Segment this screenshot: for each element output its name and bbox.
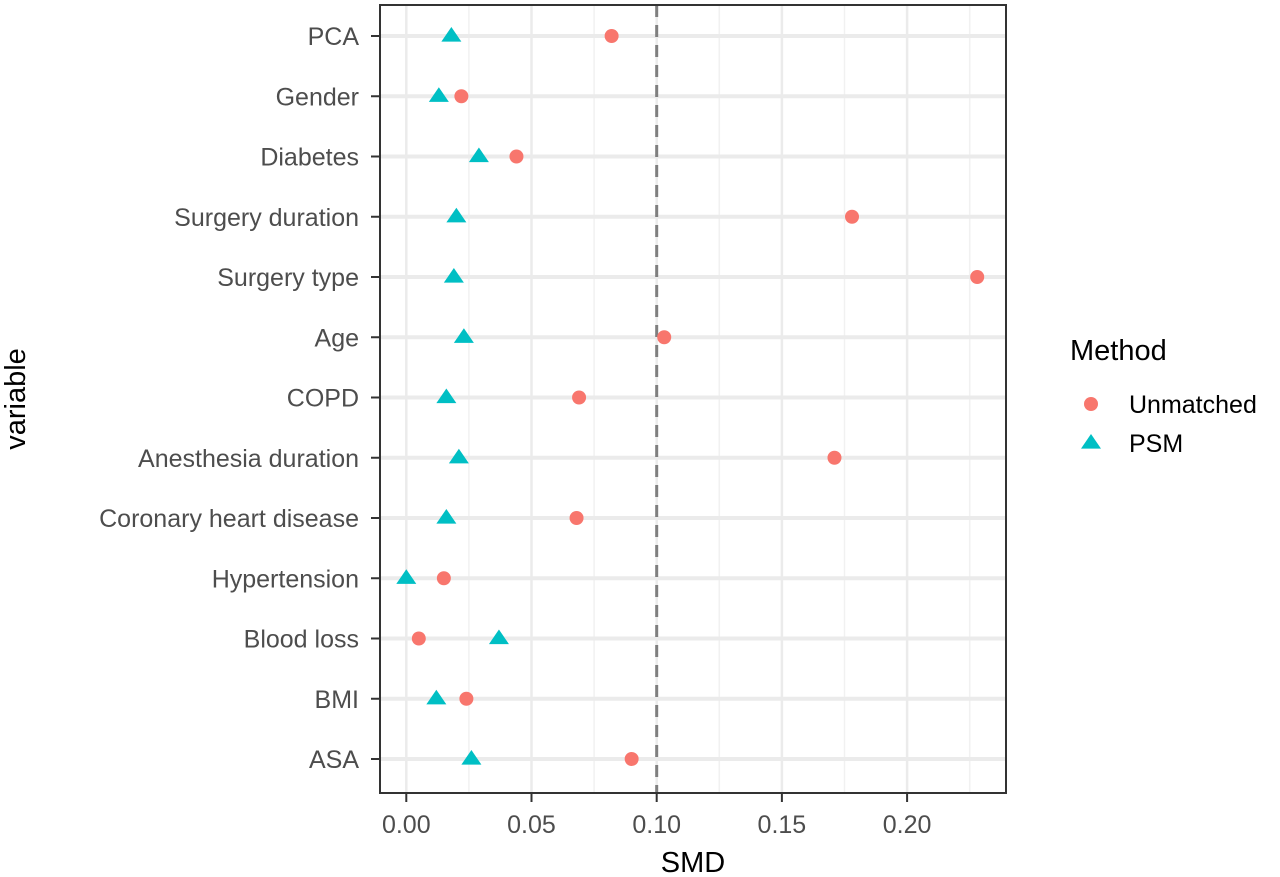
legend-items: Unmatched PSM <box>1081 391 1257 458</box>
point-unmatched <box>624 752 639 766</box>
point-unmatched <box>572 390 587 405</box>
y-tick-label: Age <box>315 324 359 352</box>
x-tick-label: 0.00 <box>382 811 431 839</box>
x-tick-label: 0.05 <box>507 811 556 839</box>
y-tick-label: PCA <box>308 23 360 51</box>
point-psm <box>396 569 417 584</box>
plot-border <box>379 4 1007 794</box>
point-unmatched <box>827 450 842 465</box>
y-tick-label: COPD <box>287 385 359 413</box>
legend-key-unmatched <box>1084 397 1098 411</box>
point-psm <box>436 509 457 524</box>
point-psm <box>441 27 462 42</box>
point-unmatched <box>569 511 584 525</box>
point-psm <box>453 328 474 343</box>
x-axis: 0.00 0.05 0.10 0.15 0.20 <box>382 793 931 839</box>
y-tick-label: Hypertension <box>212 565 359 593</box>
legend-label-unmatched: Unmatched <box>1129 391 1257 419</box>
x-tick-label: 0.15 <box>758 811 807 839</box>
legend-title: Method <box>1070 335 1167 367</box>
point-unmatched <box>454 89 469 104</box>
y-tick-label: Anesthesia duration <box>138 445 359 473</box>
legend: Method Unmatched PSM <box>1070 335 1257 458</box>
y-tick-label: Surgery type <box>217 264 359 292</box>
point-unmatched <box>970 270 985 284</box>
y-tick-label: BMI <box>315 686 359 714</box>
y-tick-label: ASA <box>309 746 359 774</box>
point-psm <box>461 750 482 765</box>
series-psm <box>396 27 509 765</box>
y-tick-label: Surgery duration <box>174 204 359 232</box>
legend-key-psm <box>1081 434 1101 449</box>
point-psm <box>446 207 467 223</box>
point-unmatched <box>459 691 474 706</box>
y-tick-label: Blood loss <box>244 626 359 654</box>
y-axis-title: variable <box>0 348 32 450</box>
point-unmatched <box>436 571 451 586</box>
point-psm <box>443 268 464 283</box>
point-unmatched <box>604 29 619 43</box>
y-axis: PCA Gender Diabetes Surgery duration Surgery… <box>99 23 380 774</box>
y-tick-label: Diabetes <box>260 144 359 172</box>
legend-label-psm: PSM <box>1129 430 1183 458</box>
y-tick-label: Coronary heart disease <box>99 505 359 533</box>
point-unmatched <box>509 149 524 164</box>
x-tick-label: 0.10 <box>632 811 681 839</box>
point-unmatched <box>411 631 426 646</box>
point-psm <box>428 87 449 102</box>
point-psm <box>488 629 509 645</box>
point-psm <box>426 689 447 705</box>
point-psm <box>448 448 469 464</box>
point-unmatched <box>845 209 860 224</box>
x-axis-title: SMD <box>661 847 725 877</box>
y-tick-label: Gender <box>276 83 359 111</box>
point-unmatched <box>657 330 672 345</box>
point-psm <box>436 388 457 404</box>
x-tick-label: 0.20 <box>883 811 932 839</box>
point-psm <box>468 147 489 163</box>
series-unmatched <box>411 29 985 766</box>
